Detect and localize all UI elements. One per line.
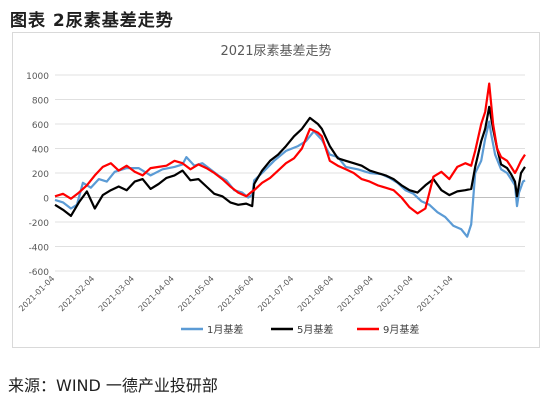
x-tick-label: 2021-07-04 <box>256 274 295 313</box>
y-tick-label: -600 <box>29 268 50 278</box>
x-tick-label: 2021-11-04 <box>415 274 454 313</box>
legend-label: 9月基差 <box>383 323 419 336</box>
x-tick-label: 2021-01-04 <box>17 274 56 313</box>
series-line-2 <box>54 105 526 217</box>
x-tick-label: 2021-09-04 <box>336 274 375 313</box>
y-tick-label: -200 <box>29 219 50 229</box>
figure-caption: 图表 2尿素基差走势 <box>10 11 174 31</box>
series-lines <box>54 82 526 238</box>
x-tick-label: 2021-10-04 <box>376 274 415 313</box>
legend: 1月基差 5月基差 9月基差 <box>181 323 419 336</box>
x-tick-label: 2021-03-04 <box>97 274 136 313</box>
gridlines <box>55 74 525 272</box>
legend-label: 1月基差 <box>207 323 243 336</box>
y-tick-label: 800 <box>32 97 49 107</box>
source-note: 来源：WIND 一德产业投研部 <box>8 376 218 395</box>
y-tick-label: 0 <box>43 195 49 205</box>
y-tick-label: 600 <box>32 121 49 131</box>
chart-frame: 2021尿素基差走势 1000 800 600 400 200 0 -200 -400 -600… <box>12 32 540 348</box>
chart-title: 2021尿素基差走势 <box>220 43 331 59</box>
x-tick-label: 2021-05-04 <box>176 274 215 313</box>
x-tick-label: 2021-02-04 <box>57 274 96 313</box>
x-tick-label: 2021-04-04 <box>137 274 176 313</box>
series-line-1 <box>54 120 526 238</box>
y-tick-label: 400 <box>32 146 49 156</box>
x-tick-label: 2021-08-04 <box>296 274 335 313</box>
x-tick-label: 2021-06-04 <box>216 274 255 313</box>
y-tick-label: -400 <box>29 244 50 254</box>
y-axis-ticks: 1000 800 600 400 200 0 -200 -400 -600 <box>26 72 49 278</box>
series-line-3 <box>54 82 526 215</box>
y-tick-label: 1000 <box>26 72 49 82</box>
legend-label: 5月基差 <box>297 323 333 336</box>
x-axis-ticks: 2021-01-04 2021-02-04 2021-03-04 2021-04-04… <box>17 274 455 313</box>
basis-line-chart: 2021尿素基差走势 1000 800 600 400 200 0 -200 -400 -600… <box>17 43 526 336</box>
y-tick-label: 200 <box>32 170 49 180</box>
